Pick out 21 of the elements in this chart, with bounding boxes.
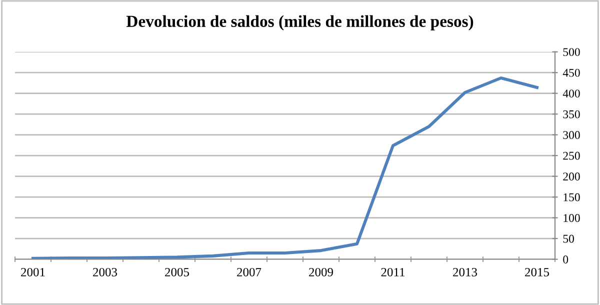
y-tick-label: 400 <box>562 90 580 98</box>
y-tick-label: 250 <box>563 152 580 160</box>
y-tick-label: 0 <box>563 255 568 264</box>
y-tick-label: 150 <box>564 193 580 202</box>
x-tick-label: 2011 <box>381 268 405 276</box>
x-tick-label: 2009 <box>309 268 333 276</box>
y-tick-label: 200 <box>563 172 580 180</box>
x-tick-label: 2013 <box>453 268 478 276</box>
y-tick-label: 50 <box>563 234 574 243</box>
x-tick-label: 2015 <box>525 268 550 276</box>
x-tick-label: 2007 <box>237 268 262 276</box>
y-tick-label: 450 <box>562 68 580 77</box>
x-tick-label: 2001 <box>21 268 45 276</box>
y-tick-label: 500 <box>563 48 580 56</box>
y-tick-label: 100 <box>564 214 580 222</box>
x-tick-label: 2005 <box>165 268 190 276</box>
line-series <box>31 76 539 260</box>
chart-title: Devolucion de saldos (miles de millones de pesos) <box>126 15 474 30</box>
y-tick-label: 300 <box>563 131 580 140</box>
y-tick-label: 350 <box>563 110 580 118</box>
x-tick-label: 2003 <box>93 268 118 276</box>
